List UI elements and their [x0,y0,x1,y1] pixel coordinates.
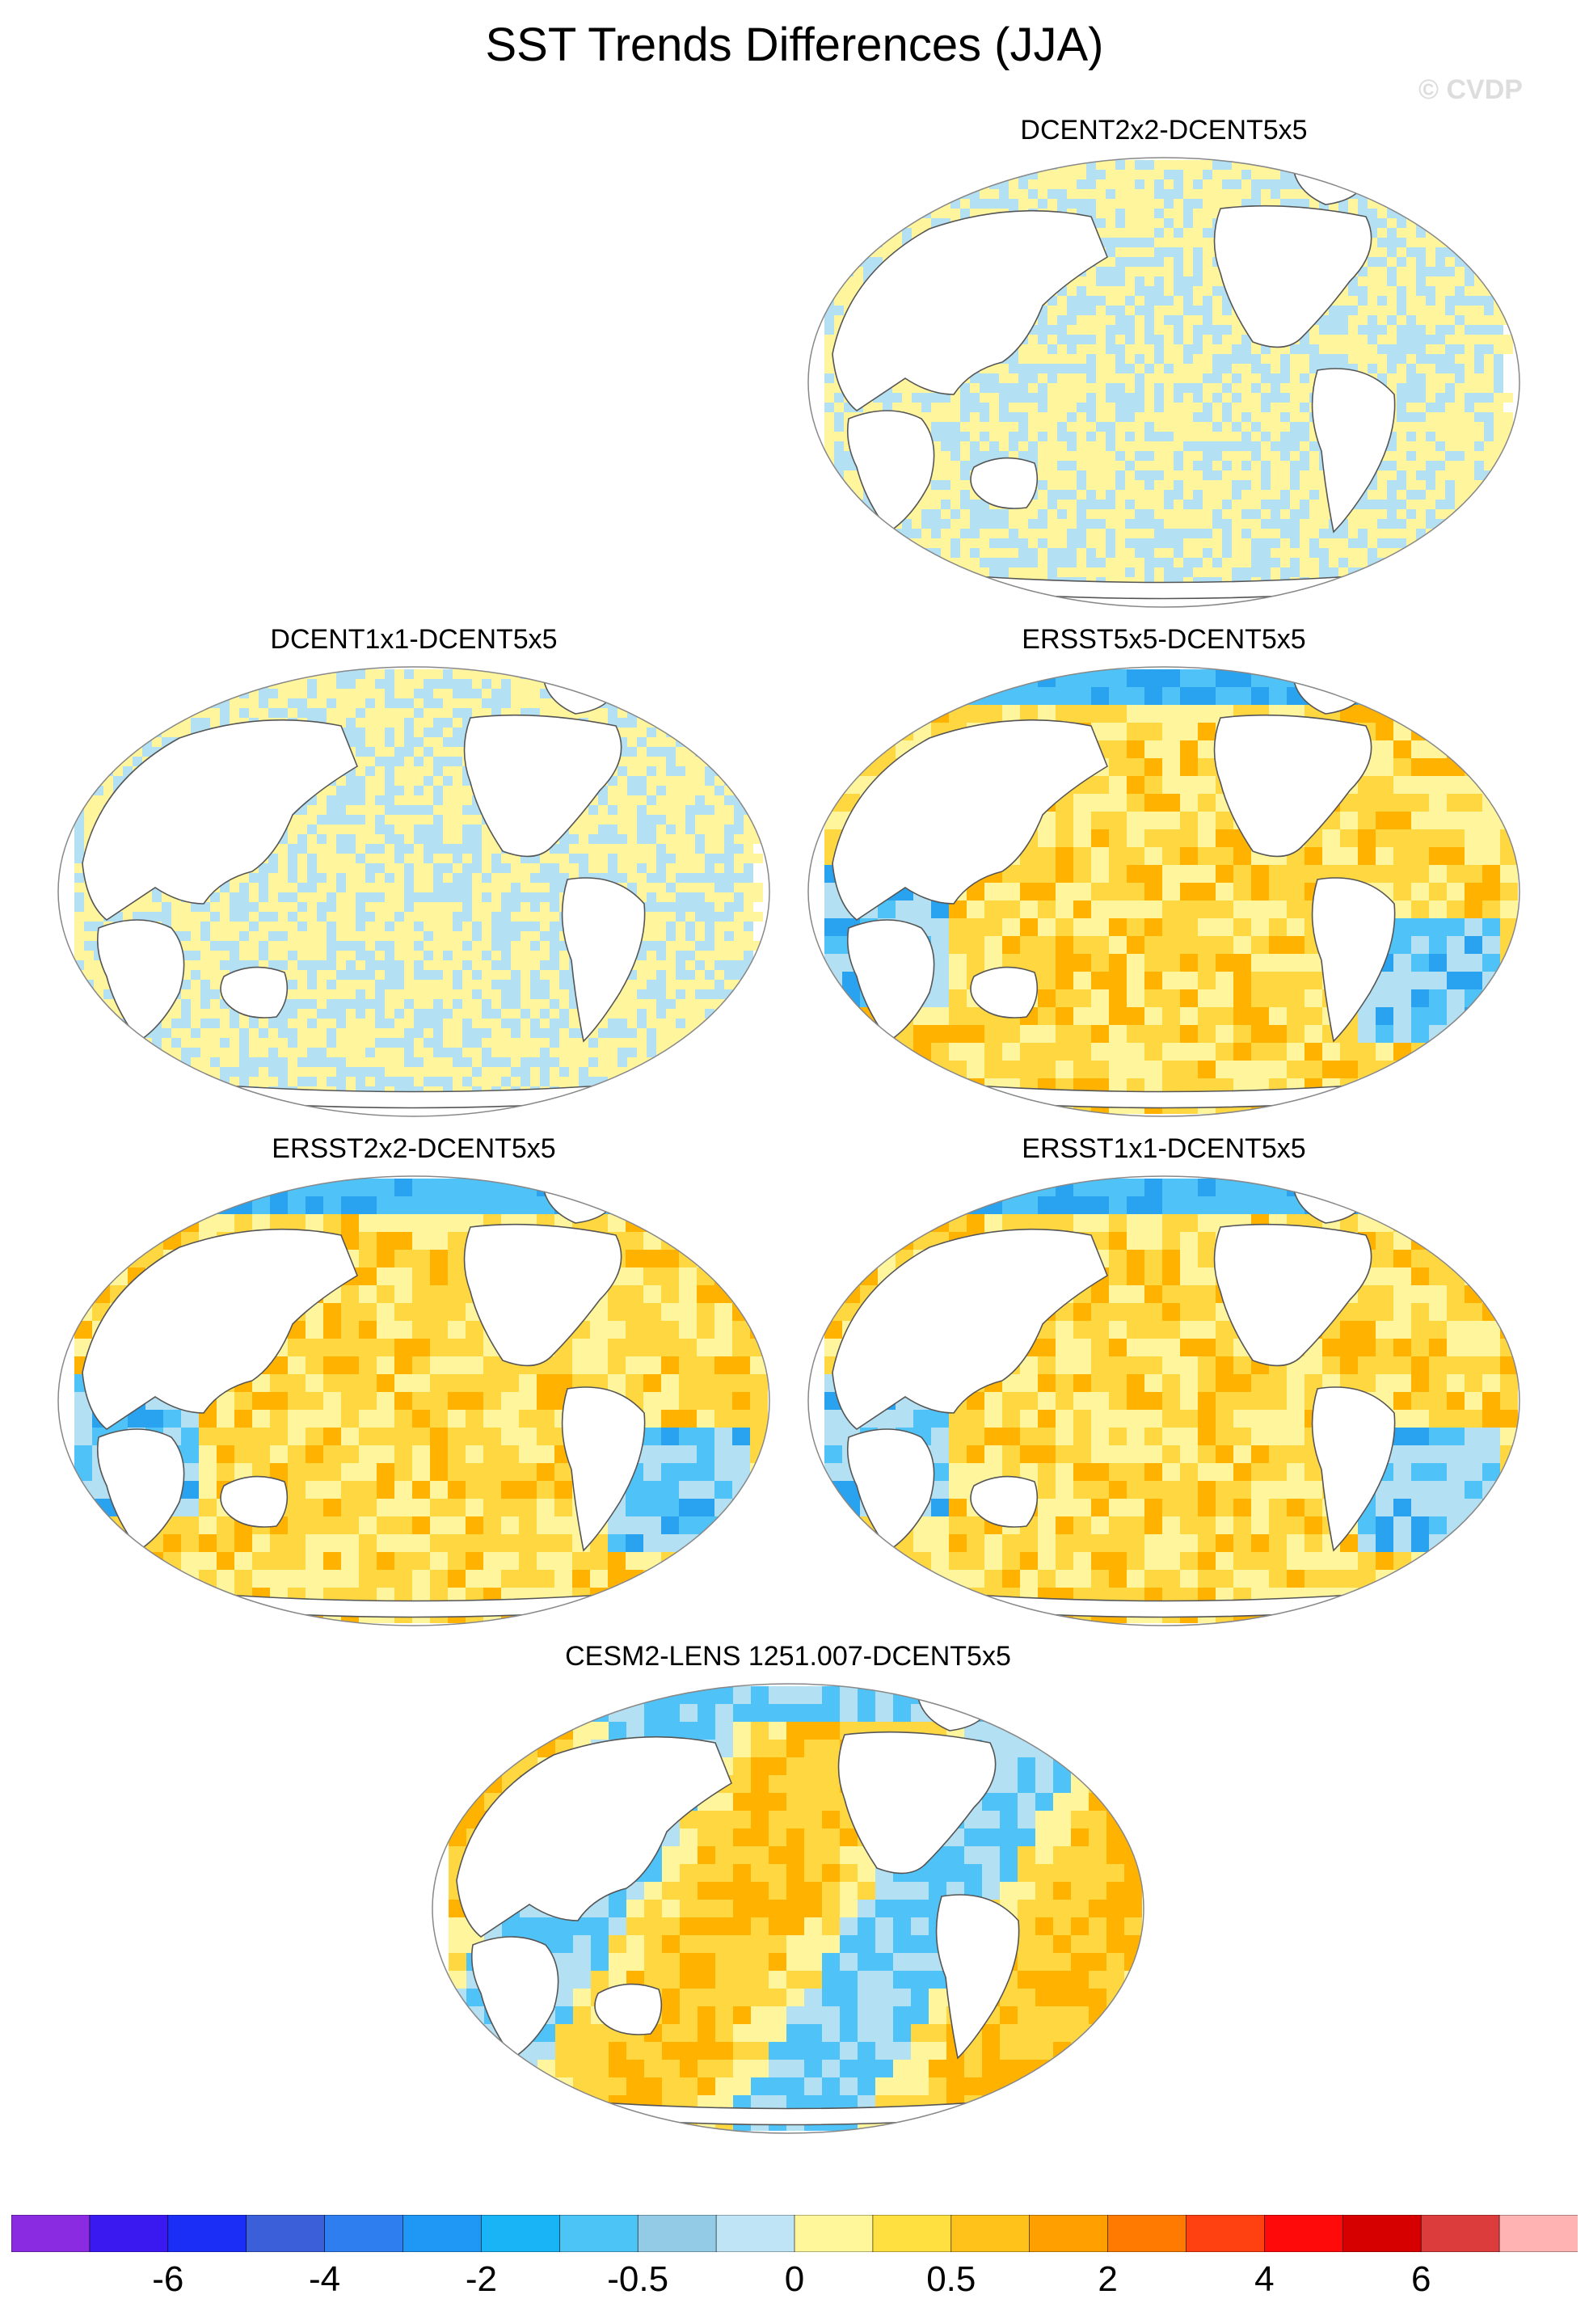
map-ersst5x5 [807,666,1520,1117]
panel-title: CESM2-LENS 1251.007-DCENT5x5 [565,1641,1011,1672]
panel-title: ERSST5x5-DCENT5x5 [1022,624,1306,655]
map-panel-cesm2: CESM2-LENS 1251.007-DCENT5x5 [424,1641,1152,2142]
map-panel-dcent1x1: DCENT1x1-DCENT5x5 [50,624,778,1125]
cvdp-watermark: © CVDP [1418,74,1523,105]
colorbar-tick-label: 4 [1254,2259,1275,2299]
colorbar-swatch [637,2215,717,2252]
map-ersst2x2 [57,1175,770,1626]
map-panel-ersst5x5: ERSST5x5-DCENT5x5 [800,624,1528,1125]
colorbar-swatch [872,2215,952,2252]
panel-title: ERSST2x2-DCENT5x5 [272,1133,556,1164]
colorbar-tick-label: 6 [1410,2259,1431,2299]
colorbar-swatch [794,2215,874,2252]
colorbar-tick-label: -0.5 [607,2259,669,2299]
map-panel-dcent2x2: DCENT2x2-DCENT5x5 [800,115,1528,616]
colorbar-swatch [715,2215,795,2252]
colorbar-swatch [481,2215,561,2252]
panel-title: DCENT1x1-DCENT5x5 [270,624,558,655]
colorbar-swatch [324,2215,404,2252]
map-panel-ersst2x2: ERSST2x2-DCENT5x5 [50,1133,778,1634]
colorbar [11,2215,1578,2252]
map-dcent1x1 [57,666,770,1117]
colorbar-swatch [1420,2215,1500,2252]
colorbar-labels: -6 -4 -2 -0.5 0 0.5 2 4 6 [11,2259,1578,2308]
colorbar-swatch [403,2215,483,2252]
colorbar-swatch [558,2215,639,2252]
colorbar-tick-label: 0.5 [926,2259,976,2299]
colorbar-tick-label: -2 [465,2259,497,2299]
map-dcent2x2 [807,157,1520,608]
colorbar-swatch [1029,2215,1109,2252]
colorbar-swatch [1107,2215,1187,2252]
colorbar-swatch [950,2215,1031,2252]
colorbar-tick-label: 0 [784,2259,805,2299]
colorbar-tick-label: -6 [152,2259,184,2299]
map-panel-ersst1x1: ERSST1x1-DCENT5x5 [800,1133,1528,1634]
colorbar-swatch [1498,2215,1578,2252]
panel-title: ERSST1x1-DCENT5x5 [1022,1133,1306,1164]
colorbar-swatch [1186,2215,1266,2252]
colorbar-swatch [246,2215,326,2252]
colorbar-tick-label: -4 [309,2259,341,2299]
colorbar-swatch [89,2215,169,2252]
panel-title: DCENT2x2-DCENT5x5 [1020,115,1308,146]
colorbar-swatch [167,2215,247,2252]
colorbar-tick-label: 2 [1098,2259,1118,2299]
colorbar-swatch [11,2215,91,2252]
map-ersst1x1 [807,1175,1520,1626]
colorbar-swatch [1264,2215,1344,2252]
colorbar-swatch [1342,2215,1423,2252]
map-cesm2 [432,1683,1144,2134]
figure-title: SST Trends Differences (JJA) [485,19,1104,71]
